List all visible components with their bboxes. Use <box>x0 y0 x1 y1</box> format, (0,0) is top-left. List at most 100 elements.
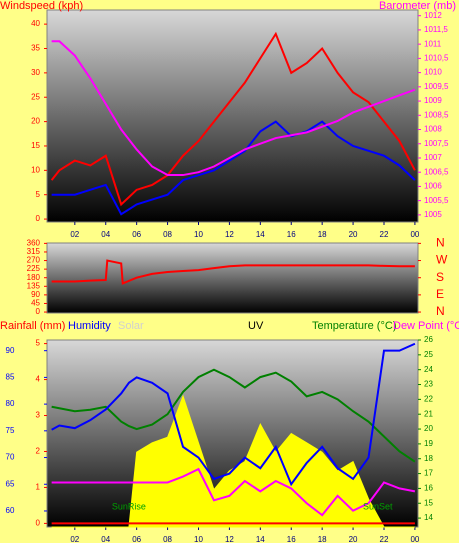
y2-tick-label: 25 <box>424 350 433 359</box>
y2-tick-label: 1008 <box>424 125 442 134</box>
y-tick-label: 35 <box>31 44 40 53</box>
y2-tick-label: 1008,5 <box>424 110 449 119</box>
y-tick-label: 225 <box>27 264 41 273</box>
y2-tick-label: N <box>436 236 445 250</box>
series-line <box>51 40 416 177</box>
x-tick-label: 18 <box>318 230 327 239</box>
series-line <box>51 259 415 285</box>
solar-area <box>51 394 415 528</box>
x-tick-label: 14 <box>256 535 265 543</box>
x-tick-label: 20 <box>349 535 358 543</box>
axis-title: Temperature (°C) <box>312 320 396 332</box>
axis-title: Barometer (mb) <box>379 0 456 12</box>
x-tick-label: 22 <box>380 535 389 543</box>
series-line <box>51 467 416 517</box>
y2-tick-label: 1009 <box>424 96 442 105</box>
y2-tick-label: 15 <box>424 498 433 507</box>
y2-tick-label: 1009,5 <box>424 82 449 91</box>
y-tick-label: 45 <box>31 299 40 308</box>
y2-tick-label: 1011,5 <box>424 25 448 34</box>
y-tick-label: 85 <box>6 373 15 382</box>
annotation: SunRise <box>112 501 146 511</box>
y2-tick-label: N <box>436 304 445 318</box>
y2-tick-label: 1007,5 <box>424 139 449 148</box>
y-tick-label: 0 <box>36 307 41 316</box>
y2-tick-label: 1011 <box>424 39 442 48</box>
x-tick-label: 16 <box>287 230 296 239</box>
series-line <box>51 342 416 487</box>
y2-tick-label: 1006,5 <box>424 167 449 176</box>
y-tick-label: 360 <box>27 238 41 247</box>
axis-title: Rainfall (mm) <box>0 320 65 332</box>
y2-tick-label: S <box>436 270 444 284</box>
x-tick-label: 18 <box>318 535 327 543</box>
axis-title: Windspeed (kph) <box>0 0 83 12</box>
y2-tick-label: 14 <box>424 513 433 522</box>
y2-tick-label: 19 <box>424 439 433 448</box>
y2-tick-label: W <box>436 253 448 267</box>
y-tick-label: 315 <box>27 247 41 256</box>
x-tick-label: 04 <box>101 230 110 239</box>
y-tick-label: 270 <box>27 256 41 265</box>
y2-tick-label: 17 <box>424 469 433 478</box>
x-tick-label: 02 <box>70 230 79 239</box>
y-tick-label: 40 <box>31 19 40 28</box>
x-tick-label: 16 <box>287 535 296 543</box>
y-tick-label: 90 <box>31 290 40 299</box>
x-tick-label: 08 <box>163 230 172 239</box>
y-tick-label: 10 <box>31 165 40 174</box>
x-tick-label: 10 <box>194 535 203 543</box>
y2-tick-label: 1005 <box>424 210 442 219</box>
axis-title: Solar <box>118 320 144 332</box>
plot-area <box>46 242 419 314</box>
y-tick-label: 135 <box>27 281 41 290</box>
x-tick-label: 12 <box>225 230 234 239</box>
y-tick-label: 25 <box>31 92 40 101</box>
axis-title: UV <box>248 320 264 332</box>
x-tick-label: 06 <box>132 535 141 543</box>
y-tick-label: 65 <box>6 479 15 488</box>
y-tick-label: 70 <box>6 453 15 462</box>
x-tick-label: 14 <box>256 230 265 239</box>
y2-tick-label: 1006 <box>424 182 442 191</box>
x-tick-label: 02 <box>70 535 79 543</box>
y-tick-label: 5 <box>36 190 41 199</box>
y2-tick-label: 26 <box>424 335 433 344</box>
y2-tick-label: E <box>436 287 444 301</box>
y3-tick-label: 4 <box>36 375 41 384</box>
x-tick-label: 06 <box>132 230 141 239</box>
y-tick-label: 30 <box>31 68 40 77</box>
y2-tick-label: 1010 <box>424 68 442 77</box>
y-tick-label: 20 <box>31 117 40 126</box>
y2-tick-label: 23 <box>424 380 433 389</box>
series-line <box>50 31 416 207</box>
y2-tick-label: 18 <box>424 454 433 463</box>
y-tick-label: 60 <box>6 506 15 515</box>
x-tick-label: 10 <box>194 230 203 239</box>
y2-tick-label: 1007 <box>424 153 442 162</box>
y3-tick-label: 2 <box>36 447 41 456</box>
y2-tick-label: 1010,5 <box>424 53 449 62</box>
axis-title: Humidity <box>68 320 111 332</box>
x-tick-label: 20 <box>349 230 358 239</box>
y2-tick-label: 1005,5 <box>424 196 449 205</box>
y2-tick-label: 16 <box>424 484 433 493</box>
x-tick-label: 22 <box>380 230 389 239</box>
y2-tick-label: 1012 <box>424 11 442 20</box>
annotation: SunSet <box>363 501 393 511</box>
x-tick-label: 08 <box>163 535 172 543</box>
y2-tick-label: 22 <box>424 394 433 403</box>
y3-tick-label: 0 <box>36 519 41 528</box>
y-tick-label: 90 <box>6 346 15 355</box>
x-tick-label: 00 <box>410 230 419 239</box>
y-tick-label: 75 <box>6 426 15 435</box>
y-tick-label: 15 <box>31 141 40 150</box>
y2-tick-label: 20 <box>424 424 433 433</box>
x-tick-label: 12 <box>225 535 234 543</box>
x-tick-label: 04 <box>101 535 110 543</box>
y3-tick-label: 5 <box>36 339 41 348</box>
y3-tick-label: 3 <box>36 411 41 420</box>
axis-title: Dew Point (°C) <box>393 320 459 332</box>
plot-area <box>46 9 419 223</box>
